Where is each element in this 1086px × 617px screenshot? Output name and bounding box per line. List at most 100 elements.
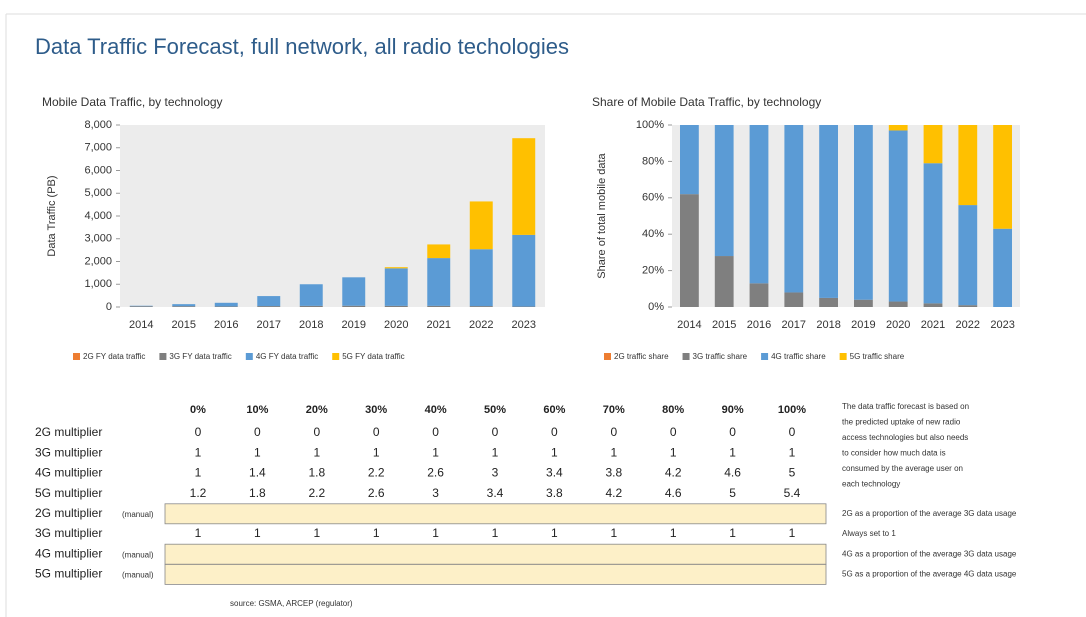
cell: 1 [670,445,677,459]
x-tick-label: 2017 [782,319,806,331]
y-tick-label: 5,000 [84,187,112,199]
column-header: 30% [365,404,387,416]
legend-label: 2G traffic share [614,352,669,361]
bar-segment [129,306,153,307]
x-tick-label: 2019 [851,319,875,331]
cell: 3.8 [546,486,563,500]
cell: 0 [313,425,320,439]
cell: 1 [610,445,617,459]
legend-label: 4G traffic share [771,352,826,361]
x-tick-label: 2022 [956,319,980,331]
row-label: 2G multiplier [35,425,102,439]
cell: 2.6 [427,466,444,480]
cell: 1 [610,526,617,540]
cell: 1 [492,526,499,540]
cell: 0 [789,425,796,439]
x-tick-label: 2022 [469,319,493,331]
bar-segment [384,305,408,307]
cell: 1 [254,526,261,540]
bar-segment [172,306,196,307]
description-line: to consider how much data is [842,449,946,458]
chart-title: Share of Mobile Data Traffic, by technol… [592,95,821,109]
legend-swatch [682,353,690,360]
row-tag: (manual) [122,510,154,519]
cell: 1 [254,445,261,459]
y-tick-label: 6,000 [84,164,112,176]
column-header: 70% [603,404,625,416]
cell: 1 [432,526,439,540]
bar-segment [749,283,769,307]
cell: 0 [492,425,499,439]
cell: 1.8 [249,486,266,500]
cell: 0 [195,425,202,439]
y-axis-label: Data Traffic (PB) [46,175,58,256]
y-tick-label: 60% [642,192,664,204]
bar-segment [854,125,873,300]
legend-label: 5G FY data traffic [342,352,404,361]
cell: 0 [670,425,677,439]
legend-swatch [73,353,80,360]
cell: 1 [313,445,320,459]
bar-segment [469,249,493,307]
description-line: access technologies but also needs [842,433,968,442]
column-header: 40% [425,404,447,416]
cell: 0 [729,425,736,439]
row-note: 4G as a proportion of the average 3G dat… [842,549,1017,558]
cell: 1 [789,445,796,459]
cell: 1 [195,445,202,459]
input-cell [164,543,827,565]
bar-segment [749,125,769,284]
legend-label: 5G traffic share [850,352,905,361]
cell: 2.2 [368,466,385,480]
cell: 0 [610,425,617,439]
row-tag: (manual) [122,550,154,559]
cell: 0 [551,425,558,439]
page-title: Data Traffic Forecast, full network, all… [35,34,569,59]
cell: 1 [373,445,380,459]
bar-segment [299,284,323,306]
cell: 1 [373,526,380,540]
cell: 1 [551,526,558,540]
bar-segment [257,306,281,307]
cell: 3 [432,486,439,500]
row-label: 3G multiplier [35,445,102,459]
column-header: 80% [662,404,684,416]
description-line: The data traffic forecast is based on [842,402,969,411]
y-tick-label: 40% [642,228,664,240]
bar-segment [714,125,734,257]
bar-segment [384,268,408,306]
cell: 1 [432,445,439,459]
bar-segment [923,303,943,307]
x-tick-label: 2015 [712,319,736,331]
bar-segment [214,302,238,307]
bar-segment [993,125,1012,229]
cell: 5 [789,466,796,480]
bar-segment [958,205,978,306]
bar-segment [923,163,943,304]
cell: 2.6 [368,486,385,500]
row-tag: (manual) [122,571,154,580]
cell: 5.4 [784,486,801,500]
x-tick-label: 2014 [129,319,153,331]
cell: 1 [789,526,796,540]
cell: 0 [373,425,380,439]
bar-segment [512,138,536,235]
bar-segment [819,125,838,298]
bar-segment [784,125,804,293]
y-axis-label: Share of total mobile data [596,152,608,278]
x-tick-label: 2018 [816,319,840,331]
row-label: 2G multiplier [35,506,102,520]
input-cell [164,503,827,525]
cell: 1.2 [190,486,207,500]
bar-segment [958,305,978,307]
y-tick-label: 7,000 [84,142,112,154]
y-tick-label: 1,000 [84,278,112,290]
column-header: 20% [306,404,328,416]
x-tick-label: 2014 [677,319,701,331]
bar-segment [384,267,408,269]
cell: 1 [729,526,736,540]
cell: 1 [551,445,558,459]
cell: 1 [670,526,677,540]
cell: 4.2 [665,466,682,480]
bar-segment [299,305,323,307]
